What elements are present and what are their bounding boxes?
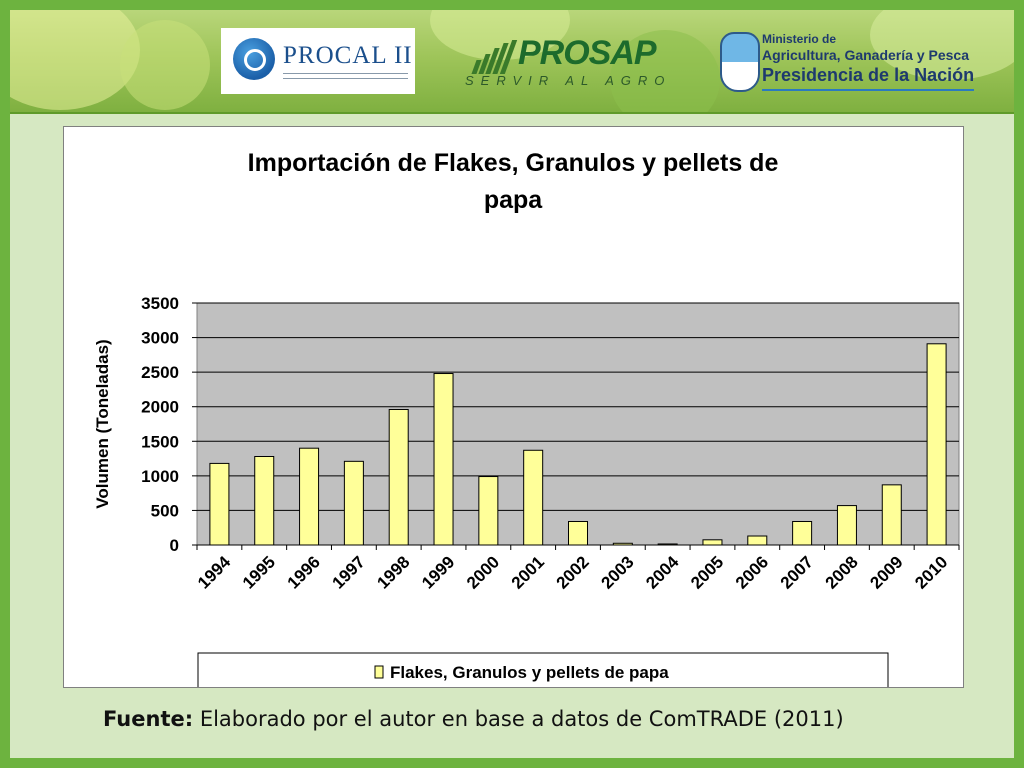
y-tick-label: 3000 [141,329,179,348]
procal-subtitle-lines [283,73,408,79]
ministry-underline [762,89,974,91]
procal-logo-text: PROCAL II [283,42,413,69]
x-tick-label: 2001 [508,552,548,592]
source-note: Fuente: Elaborado por el autor en base a… [103,707,844,731]
bar [343,460,364,546]
x-tick-label: 2008 [822,552,862,592]
slide: PROCAL II PROSAP SERVIR AL AGRO Minister… [10,10,1014,758]
x-tick-label: 1994 [194,552,235,593]
bar [254,455,275,546]
x-tick-label: 2010 [911,552,951,592]
bar [388,408,409,546]
legend-label: Flakes, Granulos y pellets de papa [390,663,669,682]
y-tick-label: 2500 [141,363,179,382]
x-tick-label: 2006 [732,552,772,592]
x-tick-label: 1995 [239,552,279,592]
bar [792,520,813,546]
legend-swatch [374,665,384,679]
bar [299,447,320,546]
x-tick-label: 2004 [642,552,683,593]
x-tick-label: 2009 [866,552,906,592]
x-tick-label: 1997 [329,552,369,592]
prosap-bars-icon [468,40,524,74]
y-tick-label: 3500 [141,294,179,313]
y-tick-label: 1500 [141,432,179,451]
bar [747,535,768,546]
bar [836,505,857,546]
prosap-logo-text: PROSAP [518,34,657,72]
bar [881,484,902,546]
ministry-line-3: Presidencia de la Nación [762,65,975,85]
bar [702,539,723,546]
ministry-line-2: Agricultura, Ganadería y Pesca [762,47,969,63]
x-tick-label: 2005 [687,552,727,592]
procal-logo: PROCAL II [221,28,415,94]
source-text: Elaborado por el autor en base a datos d… [199,707,844,731]
argentina-shield-icon [720,32,760,92]
bar [209,462,230,546]
bar [926,343,947,546]
source-label: Fuente: [103,707,194,731]
ministry-line-1: Ministerio de [762,32,837,46]
bar-chart: Importación de Flakes, Granulos y pellet… [93,149,960,687]
y-tick-label: 0 [170,536,179,555]
header-banner: PROCAL II PROSAP SERVIR AL AGRO Minister… [10,10,1014,112]
chart-container: Importación de Flakes, Granulos y pellet… [63,126,964,688]
bar [523,449,544,546]
bar [433,373,454,546]
x-tick-label: 2002 [553,552,593,592]
plot-area [196,302,960,546]
x-tick-label: 1998 [373,552,413,592]
x-tick-label: 2003 [597,552,637,592]
chart-title-line: papa [484,186,543,214]
y-tick-label: 2000 [141,398,179,417]
bar [478,476,499,546]
chart-title-line: Importación de Flakes, Granulos y pellet… [248,149,779,177]
banner-divider [10,112,1014,114]
procal-q-icon [233,38,275,80]
y-axis-title: Volumen (Toneladas) [93,339,112,508]
legend-box [197,652,889,687]
x-tick-label: 1996 [284,552,324,592]
x-tick-label: 1999 [418,552,458,592]
bar [568,520,588,546]
y-tick-label: 500 [151,501,179,520]
x-tick-label: 2007 [777,552,817,592]
x-tick-label: 2000 [463,552,503,592]
y-tick-label: 1000 [141,467,179,486]
prosap-tagline: SERVIR AL AGRO [465,73,672,88]
